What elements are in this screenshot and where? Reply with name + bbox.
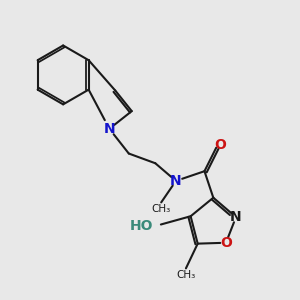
Text: CH₃: CH₃ (176, 270, 196, 280)
Text: HO: HO (130, 219, 154, 233)
Text: N: N (170, 174, 182, 188)
Text: O: O (220, 236, 232, 250)
Text: N: N (103, 122, 115, 136)
Text: O: O (215, 138, 226, 152)
Text: N: N (230, 210, 242, 224)
Text: CH₃: CH₃ (152, 204, 171, 214)
